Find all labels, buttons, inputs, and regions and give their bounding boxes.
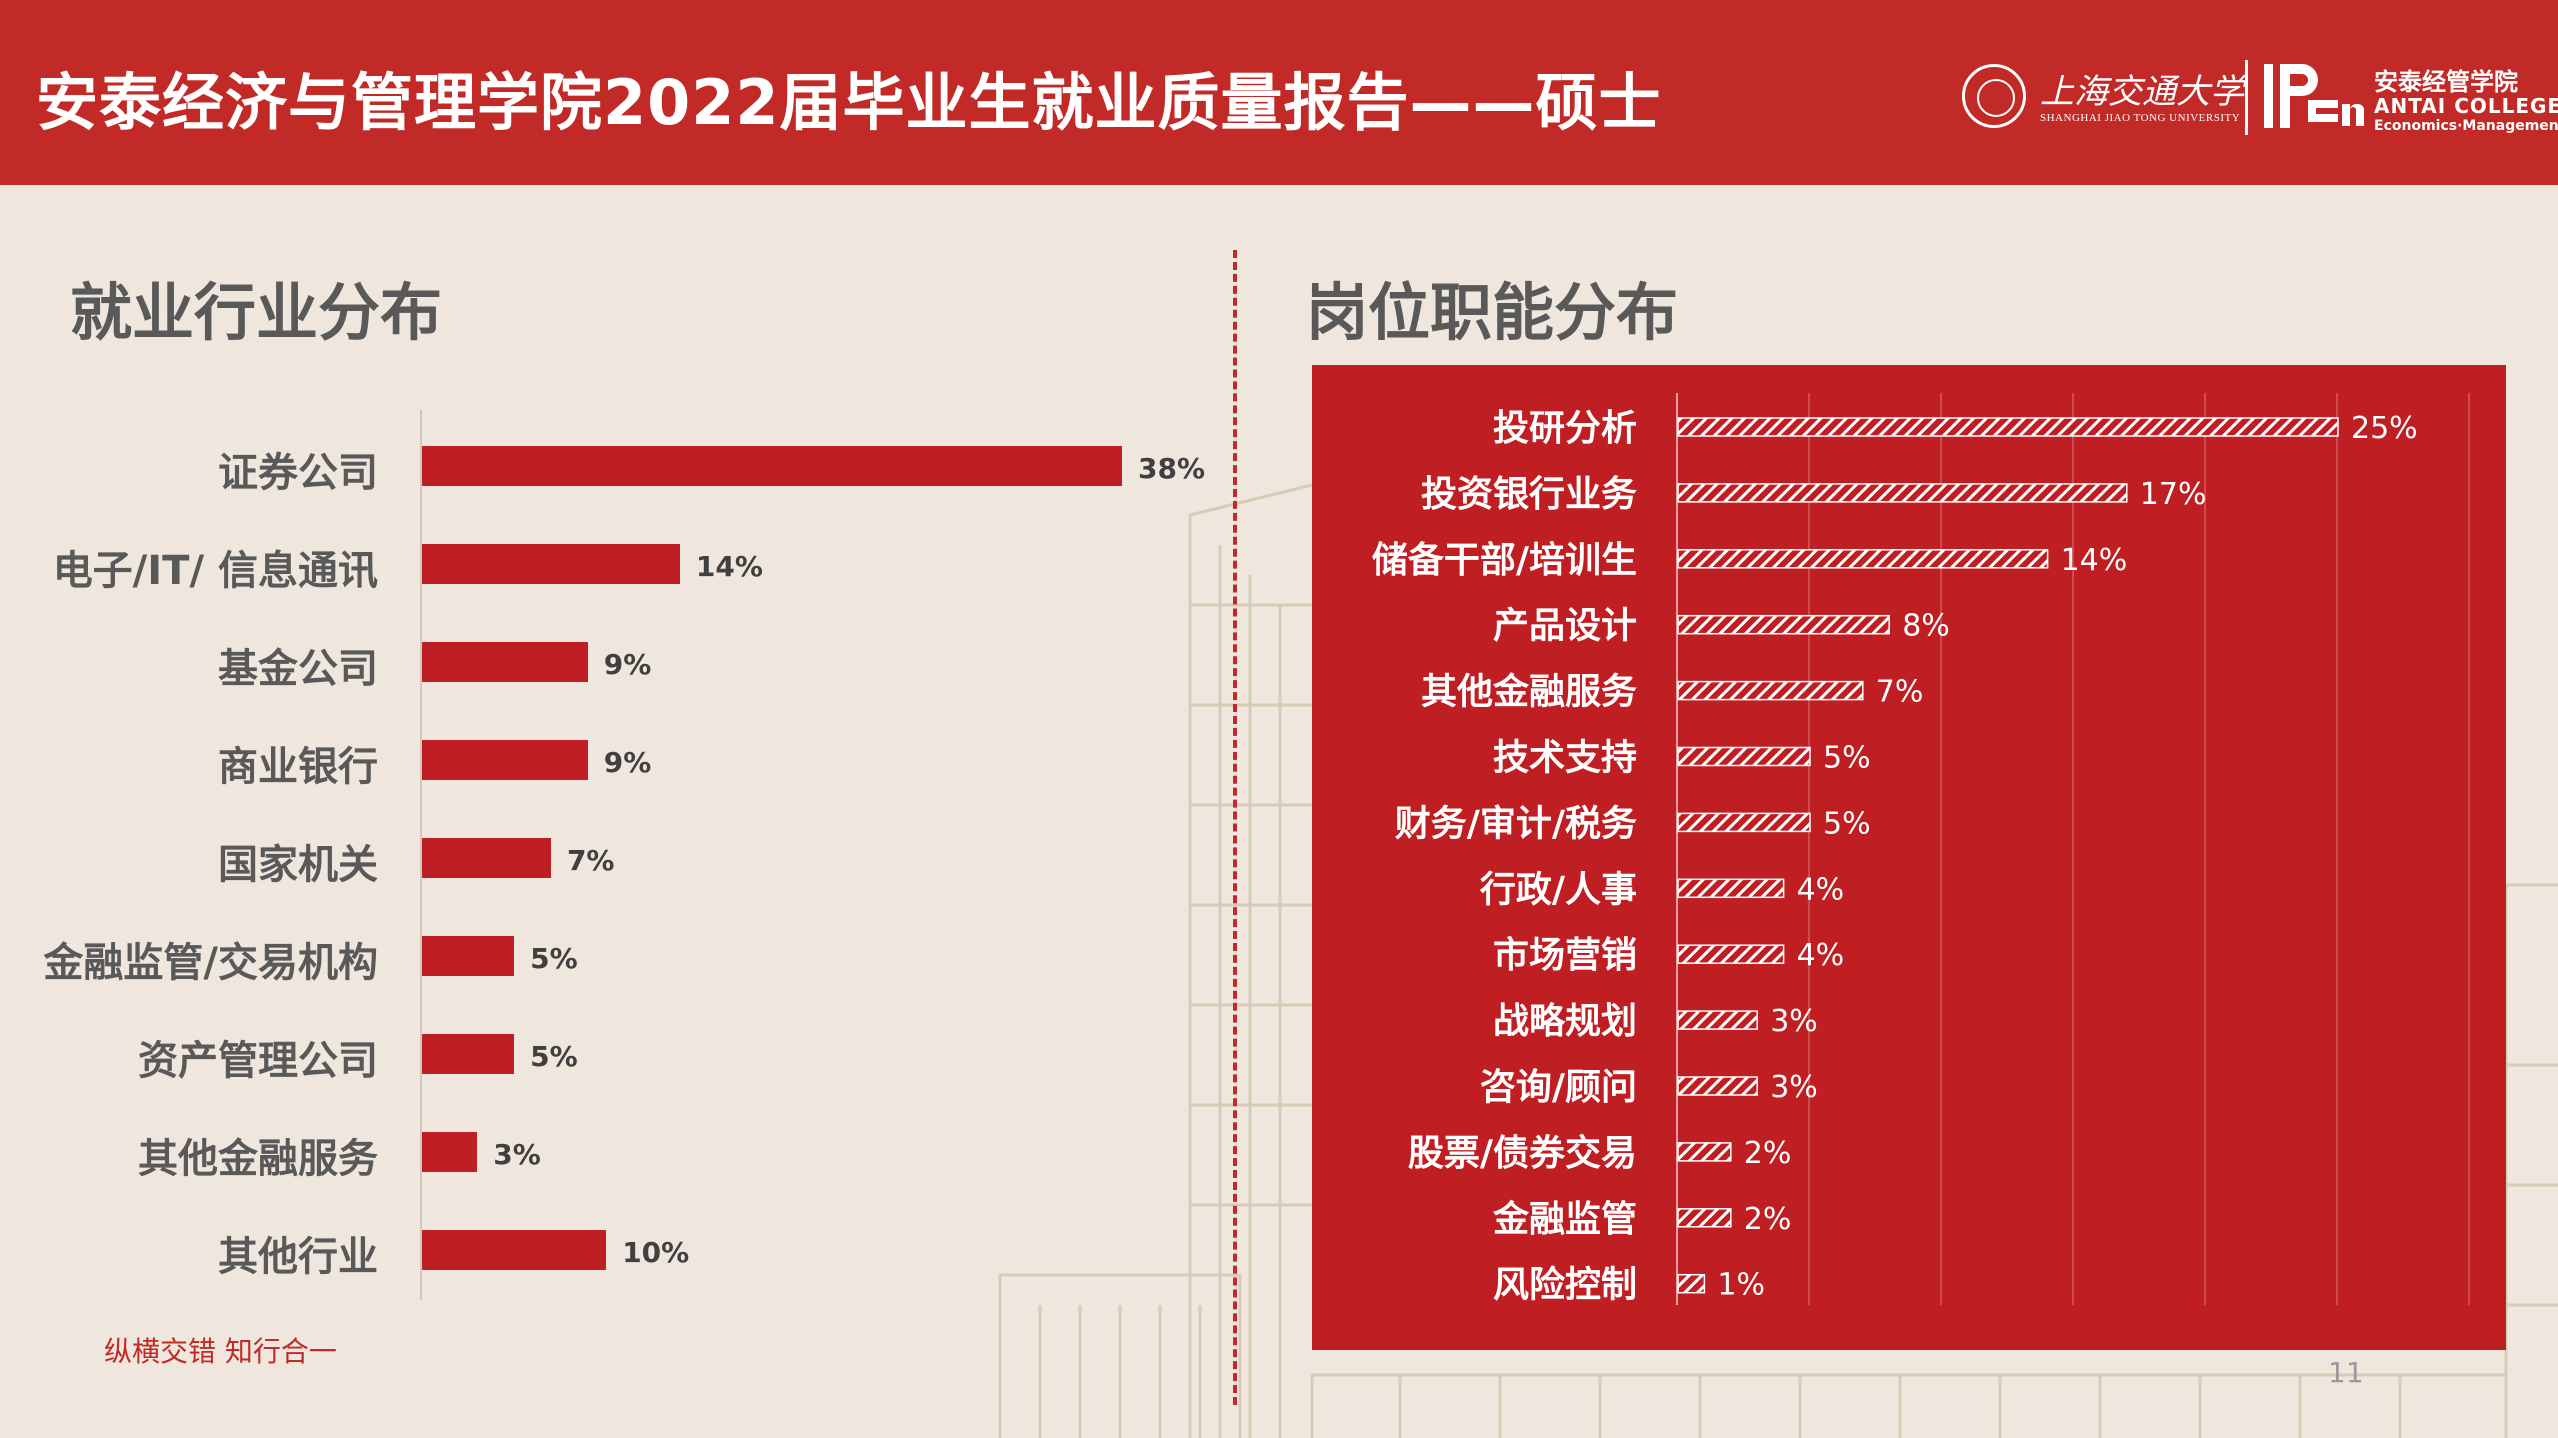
industry-bar <box>422 642 588 682</box>
job-function-category-label: 股票/债券交易 <box>1408 1132 1637 1174</box>
logo-divider <box>2245 60 2248 135</box>
job-function-category-label: 行政/人事 <box>1480 869 1637 910</box>
industry-value-label: 38% <box>1138 452 1206 485</box>
industry-bar-row: 资产管理公司 5% <box>0 1034 2558 1084</box>
industry-bar <box>422 1132 478 1172</box>
industry-bar-row: 基金公司 9% <box>0 642 2558 692</box>
job-function-value-label: 3% <box>1770 1004 1818 1039</box>
industry-category-label: 电子/IT/ 信息通讯 <box>52 548 378 594</box>
job-function-category-label: 产品设计 <box>1493 606 1637 647</box>
industry-section-title: 就业行业分布 <box>70 276 443 349</box>
acem-logo-en1: ANTAI COLLEGE <box>2374 94 2558 118</box>
section-divider <box>1233 250 1237 1405</box>
job-function-value-label: 2% <box>1744 1136 1792 1171</box>
industry-value-label: 9% <box>603 746 652 779</box>
job-function-category-label: 金融监管 <box>1492 1198 1637 1240</box>
industry-bar-row: 证券公司 38% <box>0 446 2558 496</box>
job-function-value-label: 4% <box>1797 872 1845 907</box>
job-function-value-label: 25% <box>2351 411 2418 446</box>
job-function-value-label: 14% <box>2061 543 2128 578</box>
industry-bar-row: 电子/IT/ 信息通讯 14% <box>0 544 2558 594</box>
industry-bar <box>422 838 551 878</box>
header-bar: 安泰经济与管理学院2022届毕业生就业质量报告——硕士 上海交通大学 SHANG… <box>0 0 2558 185</box>
job-function-category-label: 市场营销 <box>1493 935 1637 976</box>
job-function-bar <box>1677 1273 1706 1294</box>
industry-category-label: 金融监管/交易机构 <box>43 940 378 986</box>
industry-category-label: 其他金融服务 <box>138 1136 378 1182</box>
job-function-category-label: 投资银行业务 <box>1421 474 1637 515</box>
industry-value-label: 14% <box>695 550 763 583</box>
job-function-value-label: 5% <box>1823 806 1871 841</box>
job-function-section-title: 岗位职能分布 <box>1306 276 1679 349</box>
sjtu-logo-cn: 上海交通大学 <box>2040 72 2244 112</box>
sjtu-seal-icon <box>1962 64 2026 128</box>
job-function-value-label: 1% <box>1717 1268 1765 1303</box>
job-function-category-label: 财务/审计/税务 <box>1395 803 1637 844</box>
job-function-bar <box>1677 549 2049 569</box>
footer-slogan: 纵横交错 知行合一 <box>104 1335 337 1368</box>
sjtu-logo: 上海交通大学 SHANGHAI JIAO TONG UNIVERSITY <box>1960 58 2250 138</box>
industry-value-label: 7% <box>566 844 615 877</box>
job-function-bar <box>1677 1076 1758 1096</box>
job-function-bar <box>1677 680 1864 701</box>
industry-bar-row: 国家机关 7% <box>0 838 2558 888</box>
industry-bar <box>422 446 1122 486</box>
job-function-bar <box>1677 1010 1758 1030</box>
industry-bar <box>422 544 680 584</box>
industry-bar <box>422 1230 607 1270</box>
page-number: 11 <box>2328 1356 2364 1389</box>
industry-value-label: 5% <box>530 1040 578 1073</box>
industry-category-label: 商业银行 <box>218 744 378 790</box>
job-function-bar <box>1677 614 1890 635</box>
job-function-bar <box>1677 417 2339 437</box>
job-function-category-label: 技术支持 <box>1493 738 1637 779</box>
industry-value-label: 3% <box>493 1138 541 1171</box>
industry-category-label: 基金公司 <box>218 646 378 692</box>
job-function-category-label: 投研分析 <box>1493 408 1637 449</box>
job-function-value-label: 7% <box>1876 675 1924 710</box>
industry-bar <box>422 740 588 780</box>
job-function-value-label: 8% <box>1902 609 1950 644</box>
job-function-value-label: 5% <box>1823 741 1871 776</box>
background-building-illustration <box>998 483 2558 1438</box>
acem-logo-cn: 安泰经管学院 <box>2374 68 2518 96</box>
acem-logo-icon <box>2264 64 2364 128</box>
industry-category-label: 证券公司 <box>218 450 378 496</box>
job-function-category-label: 咨询/顾问 <box>1480 1067 1637 1108</box>
industry-bar-row: 其他金融服务 3% <box>0 1132 2558 1182</box>
industry-category-label: 资产管理公司 <box>138 1038 378 1084</box>
job-function-category-label: 其他金融服务 <box>1421 671 1637 713</box>
job-function-value-label: 4% <box>1797 938 1845 973</box>
job-function-bar <box>1677 812 1811 833</box>
industry-value-label: 9% <box>603 648 652 681</box>
job-function-value-label: 17% <box>2140 477 2207 512</box>
industry-bar-row: 金融监管/交易机构 5% <box>0 936 2558 986</box>
industry-bar-row: 其他行业 10% <box>0 1230 2558 1280</box>
job-function-category-label: 储备干部/培训生 <box>1372 540 1637 581</box>
industry-category-label: 国家机关 <box>218 842 378 888</box>
job-function-bar <box>1677 944 1785 964</box>
job-function-category-label: 战略规划 <box>1493 1001 1637 1042</box>
industry-bar <box>422 936 515 976</box>
report-title: 安泰经济与管理学院2022届毕业生就业质量报告——硕士 <box>36 66 1662 139</box>
job-function-category-label: 风险控制 <box>1493 1265 1637 1306</box>
industry-category-label: 其他行业 <box>218 1234 378 1280</box>
industry-chart-axis <box>420 410 422 1300</box>
job-function-value-label: 3% <box>1770 1070 1818 1105</box>
job-function-bar <box>1677 878 1785 899</box>
job-function-bar <box>1677 483 2128 503</box>
job-function-bar <box>1677 746 1811 767</box>
acem-logo-en2: Economics·Management <box>2374 118 2558 134</box>
job-function-value-label: 2% <box>1744 1202 1792 1237</box>
job-function-bar <box>1677 1208 1732 1228</box>
industry-value-label: 5% <box>530 942 578 975</box>
industry-value-label: 10% <box>622 1236 690 1269</box>
sjtu-logo-en: SHANGHAI JIAO TONG UNIVERSITY <box>2040 112 2241 124</box>
job-function-bar <box>1677 1142 1732 1162</box>
job-function-chart-panel: 投研分析 25% 投资银行业务 17% 储备干部/培训生 14% 产品设计 8% 其他金融服务 7… <box>1312 365 2506 1350</box>
job-function-chart: 投研分析 25% 投资银行业务 17% 储备干部/培训生 14% 产品设计 8% 其他金融服务 7… <box>1372 393 2470 1306</box>
industry-bar-row: 商业银行 9% <box>0 740 2558 790</box>
industry-bar <box>422 1034 515 1074</box>
